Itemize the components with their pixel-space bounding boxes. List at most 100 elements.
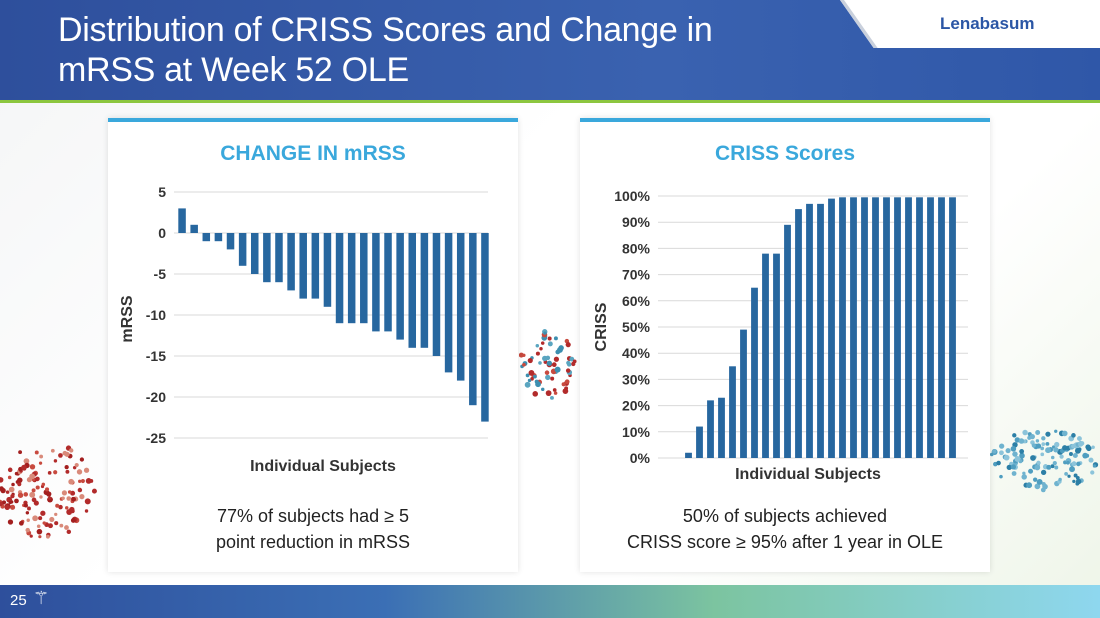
criss-y-tick-label: 40%	[622, 345, 651, 361]
decorative-dot	[1092, 464, 1097, 468]
decorative-dot	[562, 388, 569, 394]
decorative-dot	[58, 504, 63, 510]
mrss-bar	[214, 233, 223, 242]
decorative-dot	[31, 488, 36, 493]
mrss-caption-line-2: point reduction in mRSS	[215, 532, 411, 552]
decorative-dot	[1028, 468, 1034, 474]
criss-chart-title: CRISS Scores	[714, 142, 856, 165]
criss-y-axis-title: CRISS	[593, 302, 610, 351]
decorative-dot	[999, 474, 1003, 479]
decorative-dot	[550, 376, 555, 381]
decorative-dot	[565, 368, 571, 373]
criss-y-tick-label: 0%	[630, 450, 651, 466]
criss-y-tick-label: 70%	[622, 267, 651, 283]
decorative-dot	[66, 496, 72, 501]
decorative-dot	[1085, 444, 1091, 450]
decorative-dot	[1012, 451, 1018, 457]
mrss-y-tick-label: 0	[158, 225, 166, 241]
decorative-dot	[45, 534, 50, 539]
decorative-dot	[1045, 431, 1051, 437]
decorative-dot	[530, 377, 534, 381]
decorative-dot	[990, 452, 994, 457]
decorative-dot	[524, 381, 531, 388]
decorative-dot	[561, 382, 566, 387]
criss-y-tick-label: 10%	[622, 424, 651, 440]
decorative-dots-middle	[519, 329, 577, 400]
decorative-dot	[525, 373, 530, 378]
criss-bar	[905, 197, 912, 458]
decorative-dot	[1053, 447, 1059, 453]
decorative-dot	[1010, 464, 1017, 470]
decorative-dot	[533, 374, 537, 379]
decorative-dot	[38, 516, 43, 521]
decorative-dot	[546, 360, 552, 366]
mrss-bar	[372, 233, 380, 332]
decorative-dot	[64, 525, 69, 530]
decorative-dot	[1090, 470, 1095, 475]
decorative-dot	[999, 443, 1005, 449]
mrss-caption-line-1: 77% of subjects had ≥ 5	[217, 506, 409, 526]
decorative-dot	[1068, 452, 1073, 456]
mrss-bar	[481, 233, 489, 422]
criss-bar	[872, 197, 879, 458]
decorative-dot	[1040, 446, 1045, 451]
decorative-dot	[553, 356, 560, 362]
criss-bar	[762, 253, 769, 458]
decorative-dot	[991, 449, 997, 454]
decorative-dot	[553, 391, 558, 395]
decorative-dot	[71, 496, 76, 502]
criss-y-tick-label: 100%	[614, 188, 650, 204]
criss-y-tick-label: 80%	[622, 240, 651, 256]
decorative-dot	[72, 465, 77, 470]
decorative-dot	[1018, 438, 1025, 444]
decorative-dot	[554, 366, 561, 373]
decorative-dot	[8, 500, 12, 505]
decorative-dot	[23, 492, 29, 497]
decorative-dot	[543, 331, 547, 335]
decorative-dot	[38, 535, 42, 539]
decorative-dot	[1054, 441, 1060, 448]
mrss-bar	[396, 233, 404, 340]
decorative-dot	[1078, 441, 1084, 447]
mrss-chart-title: CHANGE IN mRSS	[220, 142, 406, 165]
criss-chart-panel: CRISS Scores 0% 10% 20% 30% 40% 50% 60% 70% 80% 9…	[580, 118, 990, 572]
mrss-bar	[299, 233, 307, 299]
decorative-dot	[550, 395, 554, 400]
decorative-dot	[1064, 471, 1068, 476]
decorative-dot	[38, 461, 43, 465]
decorative-dot	[1082, 452, 1089, 459]
mrss-y-tick-label: -15	[146, 348, 166, 364]
decorative-dot	[1067, 474, 1071, 478]
mrss-bar	[275, 233, 283, 283]
decorative-dot	[534, 379, 539, 384]
decorative-dot	[1040, 452, 1045, 457]
decorative-dot	[35, 485, 40, 490]
mrss-bar	[444, 233, 453, 373]
decorative-dot	[55, 503, 60, 508]
decorative-dot	[544, 370, 550, 375]
decorative-dot	[528, 370, 535, 376]
decorative-dot	[49, 516, 55, 522]
decorative-dot	[1050, 464, 1055, 469]
decorative-dot	[23, 458, 30, 465]
criss-y-tick-label: 50%	[622, 319, 651, 335]
decorative-dot	[50, 448, 55, 453]
mrss-bar	[287, 233, 295, 291]
mrss-bar	[347, 233, 356, 324]
decorative-dot	[1012, 433, 1017, 438]
mrss-bar	[469, 233, 477, 406]
decorative-dot	[66, 529, 72, 535]
decorative-dot	[36, 528, 43, 535]
mrss-bar	[263, 233, 271, 283]
decorative-dot	[25, 527, 30, 533]
decorative-dot	[14, 498, 19, 504]
decorative-dot	[1075, 478, 1082, 485]
decorative-dot	[69, 448, 74, 453]
decorative-dots-right	[990, 429, 1099, 493]
decorative-dot	[1034, 483, 1041, 490]
mrss-bar	[384, 233, 392, 332]
decorative-dot	[64, 451, 70, 457]
decorative-dot	[54, 512, 58, 517]
decorative-dot	[91, 488, 97, 494]
decorative-dot	[17, 482, 22, 487]
